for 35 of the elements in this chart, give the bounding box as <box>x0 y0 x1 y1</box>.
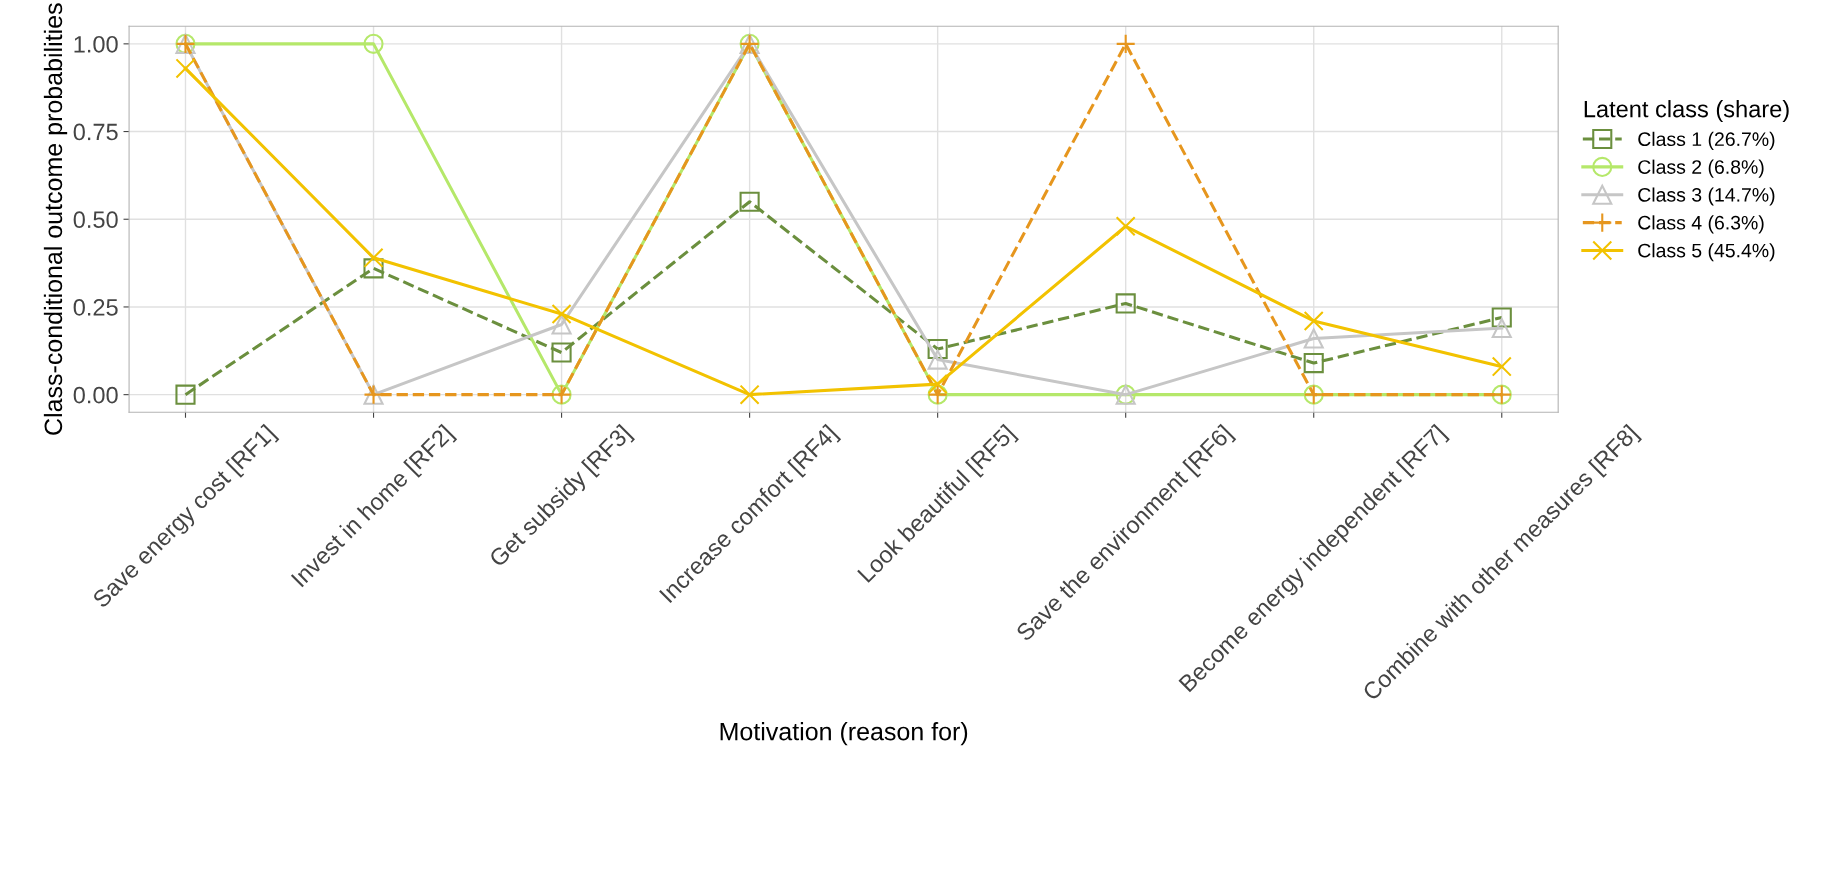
point <box>1115 33 1136 54</box>
legend-title: Latent class (share) <box>1584 100 1789 123</box>
y-tick-label: 0.50 <box>73 211 118 229</box>
point <box>551 342 572 363</box>
point <box>363 258 384 279</box>
point <box>927 349 948 370</box>
legend-label: Class 2 (6.8%) <box>1638 159 1764 178</box>
point <box>363 247 384 268</box>
legend-label: Class 4 (6.3%) <box>1638 215 1764 234</box>
y-tick-label: 0.25 <box>73 299 118 316</box>
point <box>175 58 196 79</box>
x-axis-title: Motivation (reason for) <box>720 722 968 746</box>
point <box>551 303 572 325</box>
point <box>927 374 948 395</box>
point <box>175 384 196 405</box>
point <box>1115 293 1136 314</box>
point <box>1491 356 1512 377</box>
point <box>1303 328 1324 349</box>
point <box>1491 317 1512 339</box>
point <box>363 33 384 54</box>
point <box>551 314 572 335</box>
legend-label: Class 5 (45.4%) <box>1638 243 1775 262</box>
legend-label: Class 1 (26.7%) <box>1638 131 1775 150</box>
point <box>1303 310 1324 332</box>
legend-label: Class 3 (14.7%) <box>1638 187 1775 206</box>
y-tick-label: 0.75 <box>73 123 118 141</box>
point <box>739 191 760 212</box>
y-tick-label: 0.00 <box>73 386 118 404</box>
point <box>1303 353 1324 374</box>
point <box>739 384 760 405</box>
point <box>927 338 948 360</box>
point <box>1491 307 1512 328</box>
point <box>1115 216 1136 237</box>
y-axis-title: Class-conditional outcome probabilities <box>43 3 68 435</box>
y-tick-label: 1.00 <box>74 35 118 53</box>
